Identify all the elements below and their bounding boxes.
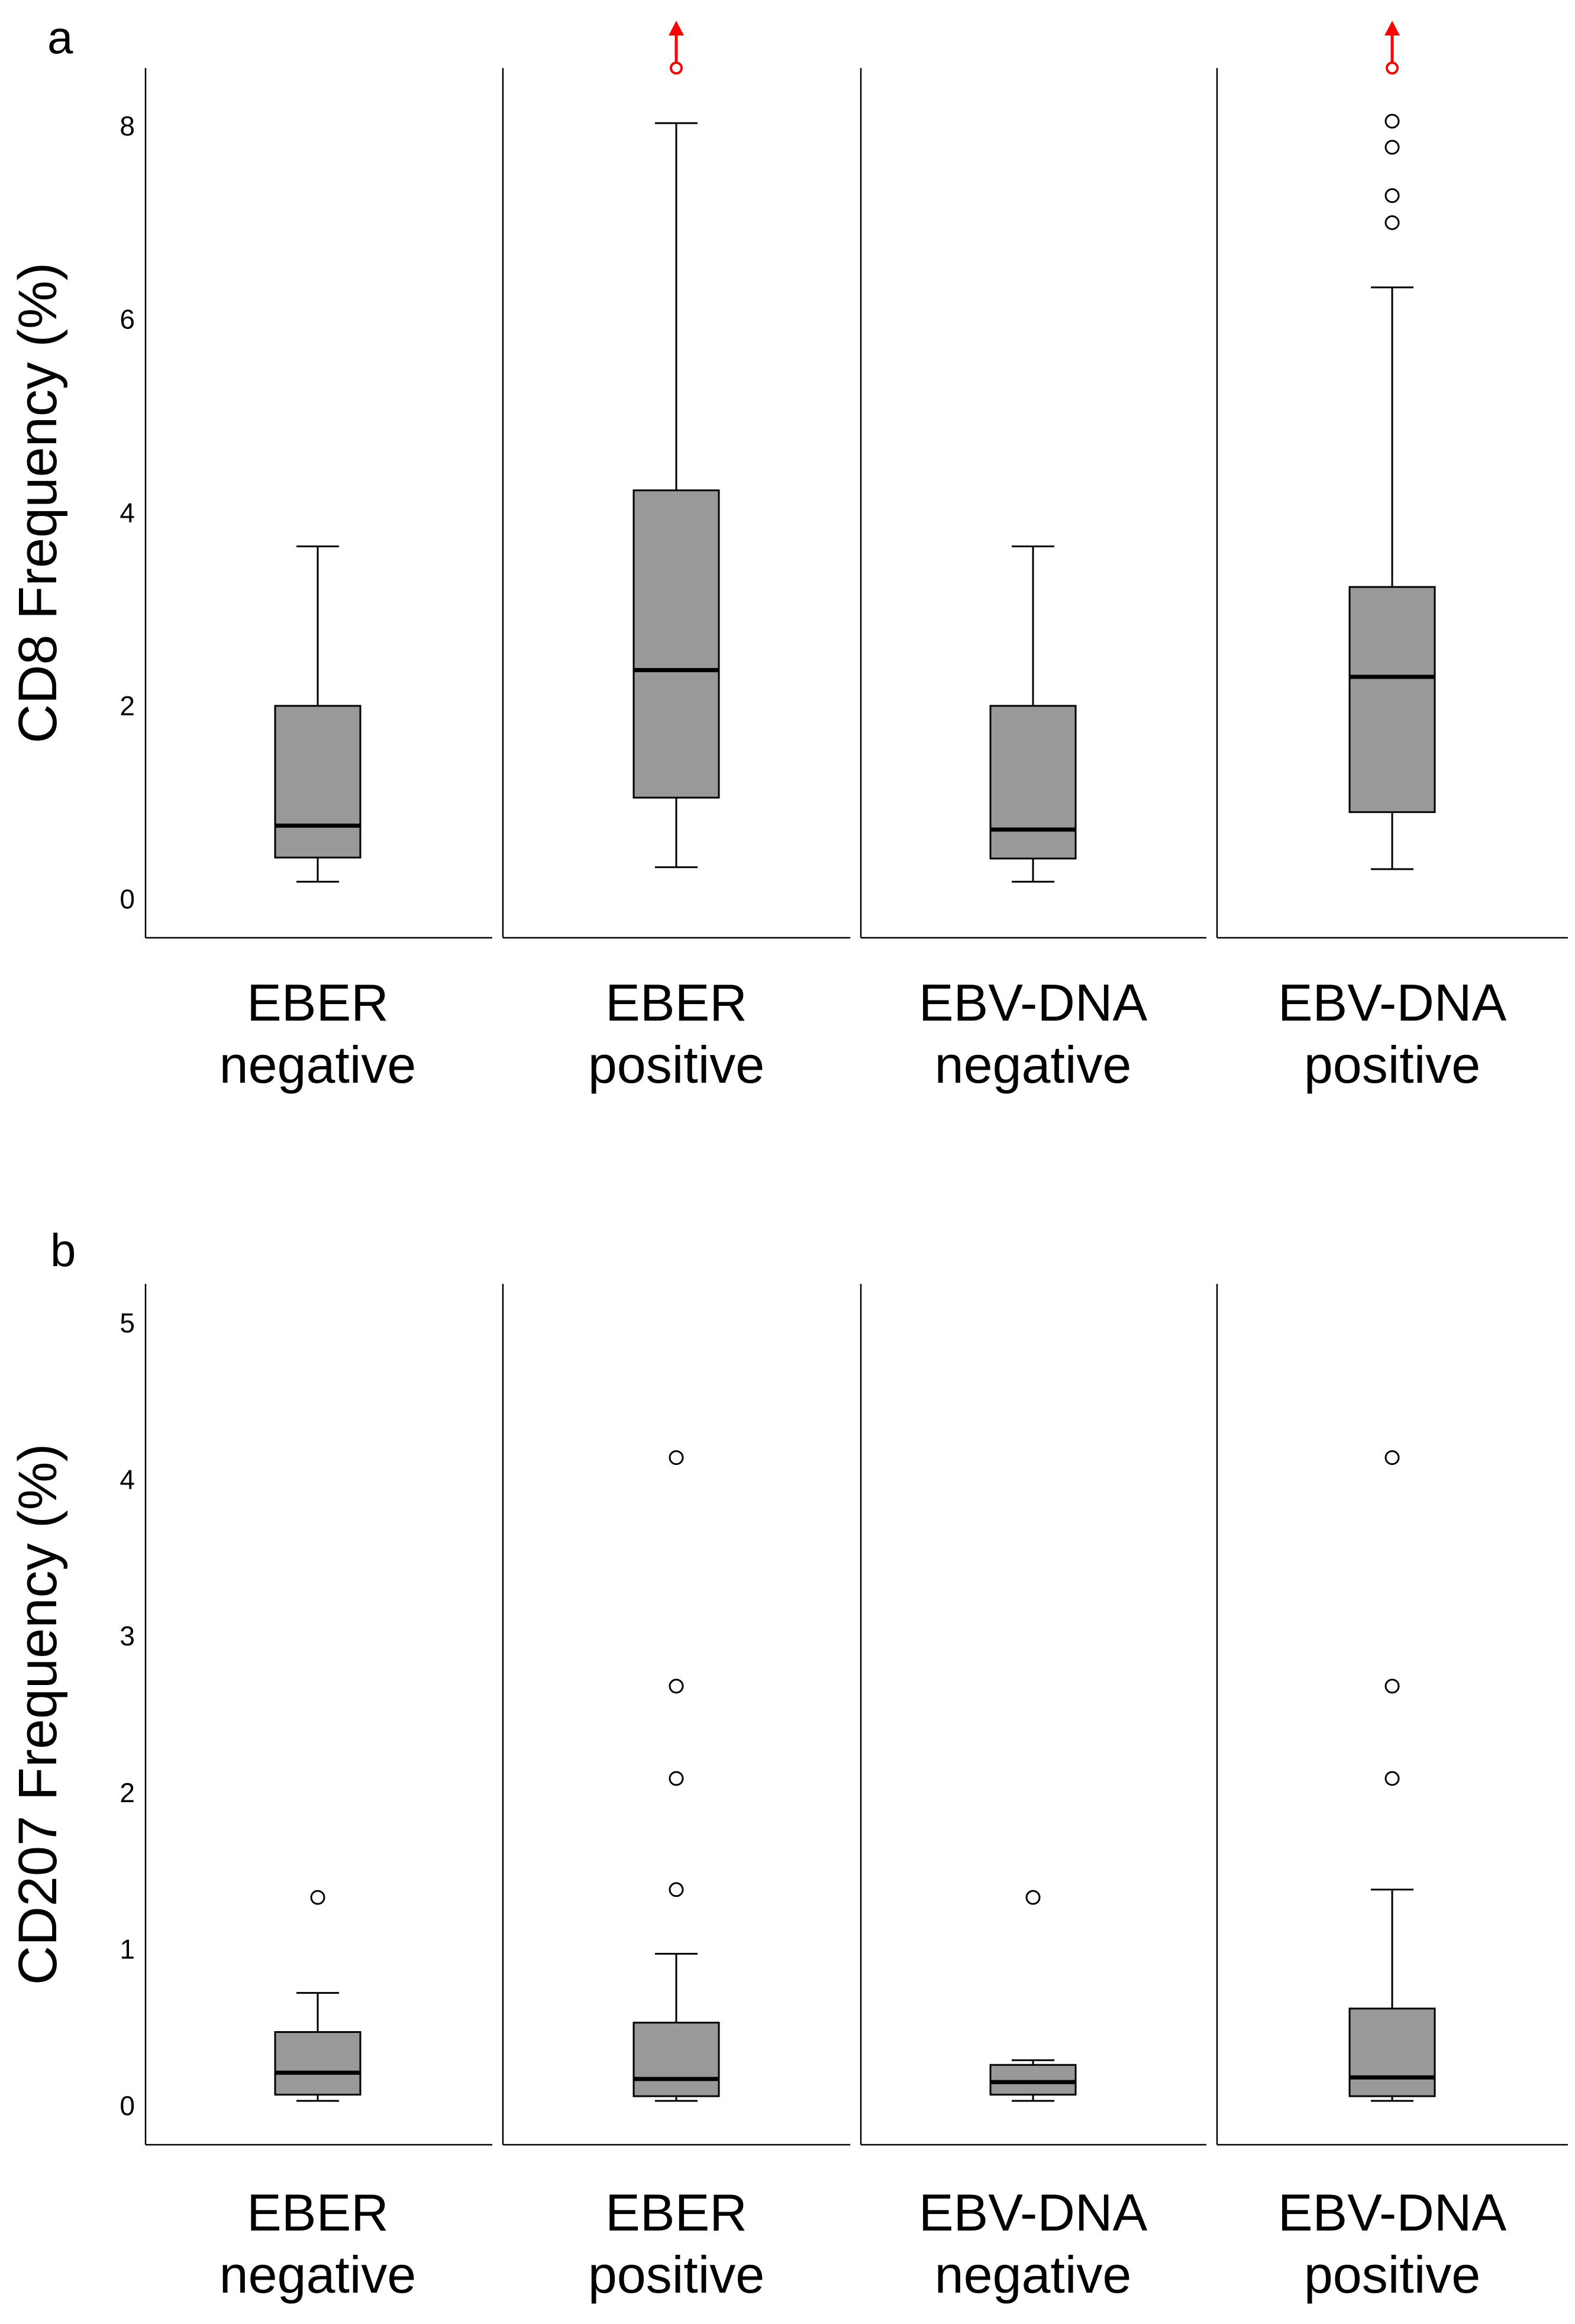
outlier-point [669, 1679, 684, 1694]
category-label-line2: positive [1304, 2245, 1480, 2304]
y-tick-label: 1 [120, 1934, 135, 1964]
y-tick-label: 3 [120, 1621, 135, 1651]
outlier-point [1384, 1771, 1400, 1786]
outlier-point [1384, 215, 1400, 230]
y-axis-label: CD8 Frequency (%) [8, 263, 68, 744]
panel-letter: a [47, 11, 73, 63]
y-tick-label: 2 [120, 1777, 135, 1808]
category-label-line2: negative [220, 2245, 417, 2304]
outlier-point [1384, 114, 1400, 129]
y-axis-label: CD207 Frequency (%) [8, 1444, 68, 1985]
category-label-line1: EBV-DNA [919, 973, 1148, 1032]
category-label-line1: EBER [605, 2183, 747, 2242]
category-label-line1: EBV-DNA [1278, 973, 1507, 1032]
box [632, 2022, 720, 2097]
outlier-point [310, 1890, 325, 1905]
category-label-line2: positive [588, 2245, 764, 2304]
offscale-point [1386, 62, 1399, 75]
panel-letter: b [50, 1224, 76, 1276]
category-label-line1: EBV-DNA [1278, 2183, 1507, 2242]
box [274, 705, 362, 858]
outlier-point [669, 1450, 684, 1466]
y-tick-label: 6 [120, 304, 135, 335]
box [989, 2064, 1077, 2096]
category-label-line1: EBER [605, 973, 747, 1032]
category-label-line2: negative [935, 2245, 1132, 2304]
category-label-line2: positive [588, 1035, 764, 1094]
category-label-line2: negative [935, 1035, 1132, 1094]
outlier-point [1384, 140, 1400, 155]
outlier-point [669, 1882, 684, 1897]
offscale-point [670, 62, 683, 75]
category-label-line2: positive [1304, 1035, 1480, 1094]
y-tick-label: 0 [120, 884, 135, 915]
box [989, 705, 1077, 860]
category-label-line1: EBER [247, 2183, 389, 2242]
outlier-point [1025, 1890, 1041, 1905]
y-tick-label: 8 [120, 111, 135, 141]
outlier-point [1384, 1679, 1400, 1694]
y-tick-label: 0 [120, 2090, 135, 2121]
box [1348, 2007, 1436, 2097]
offscale-arrow-head [669, 21, 684, 35]
outlier-point [1384, 188, 1400, 204]
box [274, 2031, 362, 2096]
y-tick-label: 2 [120, 690, 135, 721]
y-tick-label: 5 [120, 1308, 135, 1338]
y-tick-label: 4 [120, 1464, 135, 1495]
y-tick-label: 4 [120, 497, 135, 528]
box [632, 489, 720, 799]
category-label-line1: EBER [247, 973, 389, 1032]
category-label-line2: negative [220, 1035, 417, 1094]
category-label-line1: EBV-DNA [919, 2183, 1148, 2242]
outlier-point [1384, 1450, 1400, 1466]
outlier-point [669, 1771, 684, 1786]
box [1348, 586, 1436, 814]
offscale-arrow-head [1384, 21, 1400, 35]
